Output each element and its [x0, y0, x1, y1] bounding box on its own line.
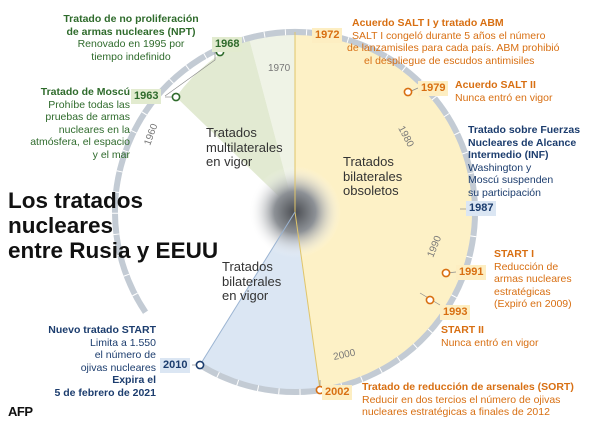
event-salt2: Acuerdo SALT II Nunca entró en vigor [455, 79, 553, 104]
ring-tick [412, 343, 418, 349]
event-inf: Tratado sobre Fuerzas Nucleares de Alcan… [468, 124, 581, 199]
ring-tick [168, 78, 174, 84]
ring-tick [470, 235, 477, 238]
decade-1970: 1970 [268, 63, 291, 74]
ring-tick [467, 172, 474, 175]
ring-tick [242, 36, 246, 43]
ring-tick [113, 233, 120, 236]
ring-tick [278, 388, 280, 395]
sector-multilateral [249, 32, 295, 212]
decade-1960: 1960 [142, 122, 160, 147]
ring-tick [454, 131, 460, 136]
ring-tick [431, 95, 437, 101]
ring-tick [123, 273, 130, 277]
event-npt: Tratado de no proliferación de armas nuc… [63, 13, 199, 63]
event-salt1: Acuerdo SALT I y tratado ABM SALT I cong… [347, 17, 560, 67]
decade-2000: 2000 [332, 347, 356, 362]
ring-tick [132, 292, 138, 297]
event-sort: Tratado de reducción de arsenales (SORT)… [362, 381, 574, 419]
label-bilateral-obsolete: Tratados bilaterales obsoletos [343, 154, 403, 198]
year-badge-1991: 1991 [456, 265, 487, 280]
year-badge-1979: 1979 [418, 81, 449, 96]
event-start1: START I Reducción de armas nucleares est… [494, 248, 572, 311]
ring-tick [256, 385, 260, 392]
page-title: Los tratados nucleares entre Rusia y EEU… [8, 188, 219, 263]
divider-2002 [294, 211, 321, 391]
ring-tick [141, 111, 148, 116]
marker-1993 [425, 295, 435, 305]
ring-tick [185, 64, 190, 71]
ring-tick [396, 356, 401, 362]
year-badge-1968: 1968 [212, 37, 243, 52]
event-new-start: Nuevo tratado START Limita a 1.550 el nú… [48, 324, 156, 399]
ring-tick [122, 149, 129, 153]
year-badge-2010: 2010 [160, 358, 191, 373]
year-badge-1987: 1987 [466, 201, 497, 216]
event-start2: START II Nunca entró en vigor [441, 324, 539, 349]
ring-tick [401, 66, 407, 72]
ring-tick [378, 367, 383, 374]
ring-tick [116, 170, 123, 173]
divider-2010 [199, 211, 296, 366]
source-logo: AFP [8, 404, 33, 419]
event-moscow: Tratado de Moscú Prohíbe todas las prueb… [30, 86, 130, 161]
ring-tick [263, 31, 266, 38]
label-bilateral-active: Tratados bilaterales en vigor [222, 259, 282, 303]
ring-tick [462, 151, 469, 155]
label-multilateral: Tratados multilaterales en vigor [206, 125, 283, 169]
marker-1979 [403, 87, 413, 97]
ring-tick [427, 328, 433, 334]
ring-tick [203, 53, 208, 59]
marker-1991 [441, 268, 451, 278]
ring-tick [466, 255, 473, 259]
sector-multilateral-wedge [176, 38, 295, 212]
ring-tick [443, 113, 450, 118]
ring-tick [216, 371, 220, 378]
year-badge-2002: 2002 [322, 385, 353, 400]
ring-tick [113, 191, 120, 194]
ring-tick [366, 44, 370, 51]
ring-tick [236, 379, 240, 386]
year-badge-1963: 1963 [131, 89, 162, 104]
ring-tick [451, 294, 457, 299]
ring-tick [117, 253, 124, 257]
marker-2010 [195, 360, 205, 370]
ring-tick [143, 310, 149, 315]
ring-tick [471, 193, 478, 195]
marker-1963 [171, 92, 181, 102]
ring-tick [384, 54, 389, 60]
year-badge-1993: 1993 [440, 305, 471, 320]
ring-tick [360, 376, 364, 383]
ring-tick [346, 36, 350, 43]
ring-tick [130, 129, 137, 134]
year-badge-1972: 1972 [312, 28, 343, 43]
